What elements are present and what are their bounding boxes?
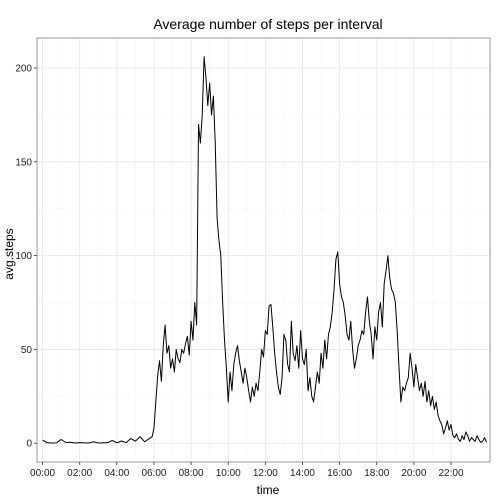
x-tick-label: 12:00: [253, 468, 278, 479]
chart-title: Average number of steps per interval: [153, 16, 382, 32]
x-axis-title: time: [257, 483, 280, 497]
y-axis-title: avg.steps: [2, 228, 16, 279]
x-tick-label: 08:00: [179, 468, 204, 479]
x-tick-label: 18:00: [364, 468, 389, 479]
plot-panel-border: [36, 37, 491, 463]
y-axis: 0 50 100 150 200: [15, 64, 37, 450]
y-tick-label: 200: [15, 64, 32, 75]
x-tick-label: 00:00: [30, 468, 55, 479]
x-tick-label: 20:00: [401, 468, 426, 479]
x-axis: 00:00 02:00 04:00 06:00 08:00 10:00 12:00 14:00…: [30, 462, 464, 479]
y-tick-label: 100: [15, 251, 32, 262]
y-tick-label: 150: [15, 157, 32, 168]
x-tick-label: 16:00: [327, 468, 352, 479]
x-tick-label: 22:00: [438, 468, 463, 479]
y-tick-label: 50: [21, 345, 33, 356]
series-layer: [42, 56, 488, 444]
x-tick-label: 06:00: [141, 468, 166, 479]
x-tick-label: 14:00: [290, 468, 315, 479]
series-line: [42, 56, 488, 444]
y-tick-label: 0: [26, 439, 32, 450]
x-tick-label: 04:00: [104, 468, 129, 479]
x-tick-label: 02:00: [67, 468, 92, 479]
x-tick-label: 10:00: [216, 468, 241, 479]
grid-lines: [37, 38, 490, 462]
